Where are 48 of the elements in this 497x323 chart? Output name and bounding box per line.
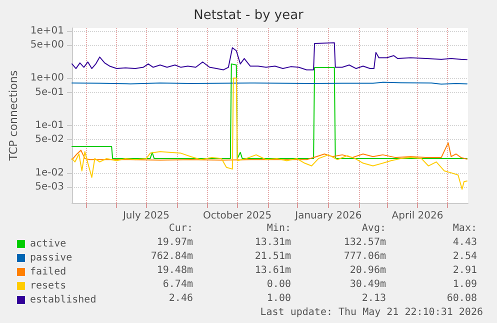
line-series (72, 42, 468, 70)
text: 30.49m (350, 279, 386, 291)
y-axis-title: TCP connections (7, 70, 20, 162)
legend-label: failed (30, 266, 66, 278)
text: 19.48m (156, 265, 193, 277)
text: 2.91 (452, 265, 477, 277)
y-tick-label: 5e-01 (35, 86, 64, 98)
text: 777.06m (344, 251, 386, 263)
text: 19.97m (156, 237, 193, 249)
text: 2.46 (168, 293, 193, 305)
text: Max: (452, 223, 477, 235)
legend-label: resets (30, 280, 66, 292)
legend-label: passive (30, 252, 72, 264)
text: 60.08 (446, 293, 477, 305)
x-tick-label: July 2025 (122, 210, 170, 222)
text: 13.61m (254, 265, 291, 277)
y-tick-label: 5e+00 (30, 40, 64, 51)
chart-title: Netstat - by year (194, 8, 304, 23)
text: 0.00 (266, 279, 291, 291)
text: 132.57m (344, 237, 386, 249)
line-series (72, 63, 468, 160)
text: 4.43 (452, 237, 477, 249)
x-tick-label: October 2025 (203, 210, 272, 222)
text: 1.00 (266, 293, 291, 305)
y-tick-label: 1e-02 (35, 167, 64, 178)
y-tick-label: 1e+00 (30, 72, 64, 84)
text: 6.74m (162, 279, 193, 291)
line-series (72, 78, 468, 190)
text: 1.09 (452, 279, 477, 291)
text: 20.96m (350, 265, 386, 277)
y-tick-label: 5e-02 (35, 134, 64, 146)
text: 2.13 (362, 293, 386, 305)
legend-label: established (30, 294, 96, 306)
text: Min: (266, 223, 291, 235)
text: 13.31m (254, 237, 291, 249)
line-series (72, 142, 468, 161)
text: Cur: (168, 223, 193, 235)
legend-label: active (30, 238, 66, 250)
text: Last update: Thu May 21 22:10:31 2026 (260, 307, 483, 319)
x-tick-label: January 2026 (294, 210, 362, 222)
text: 21.51m (254, 251, 291, 263)
y-tick-label: 1e-01 (35, 120, 64, 131)
text: 762.84m (150, 251, 193, 263)
text: Avg: (362, 223, 386, 235)
y-tick-label: 5e-03 (35, 182, 64, 193)
x-tick-label: April 2026 (392, 210, 444, 222)
text: 2.54 (452, 251, 477, 263)
y-tick-label: 1e+01 (30, 25, 64, 36)
